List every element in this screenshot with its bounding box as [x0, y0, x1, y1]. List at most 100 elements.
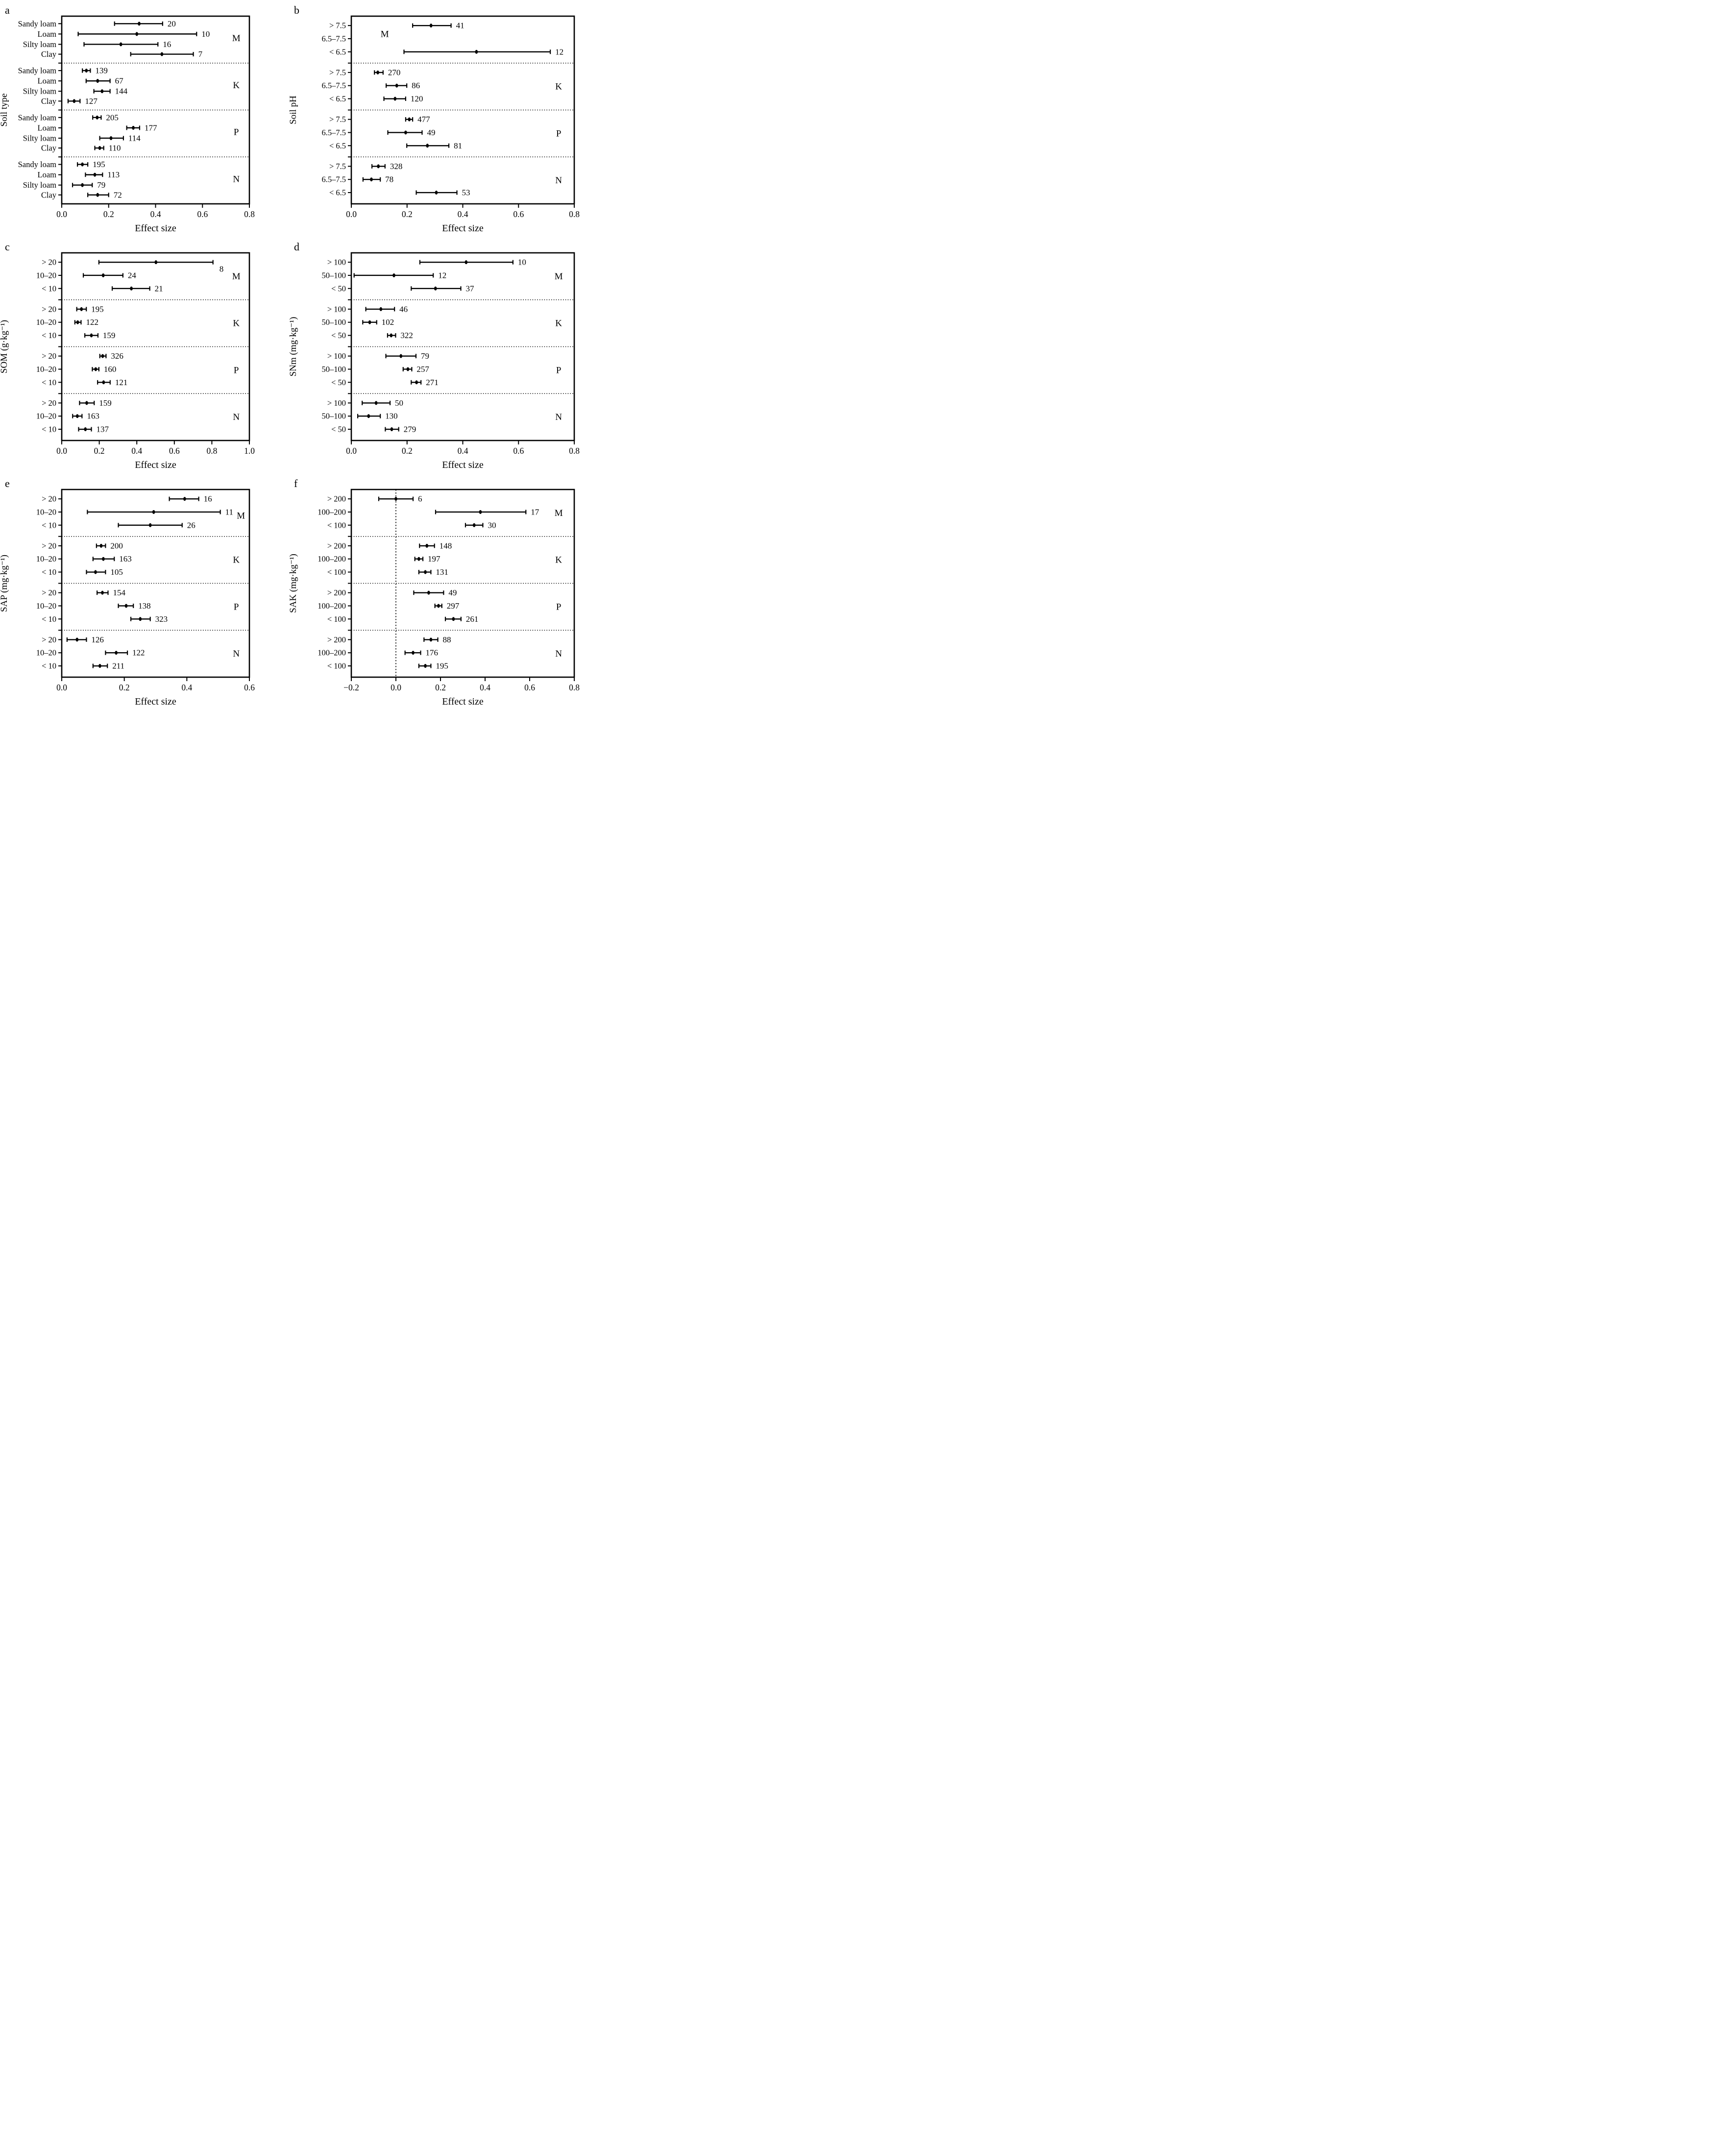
point-estimate: [390, 427, 393, 432]
sample-size-label: 53: [462, 188, 470, 197]
group-label: K: [233, 80, 240, 91]
row-label: 6.5–7.5: [322, 175, 346, 184]
sample-size-label: 257: [416, 365, 429, 374]
group-label: N: [233, 649, 240, 659]
point-estimate: [75, 414, 79, 418]
sample-size-label: 195: [93, 160, 105, 169]
sample-size-label: 200: [110, 541, 123, 550]
sample-size-label: 10: [518, 258, 526, 267]
sample-size-label: 86: [412, 81, 420, 90]
point-estimate: [132, 125, 135, 130]
y-axis-title: Soil type: [0, 93, 9, 126]
plot-frame: [61, 489, 250, 678]
row-label: 10–20: [36, 601, 56, 611]
x-tick-label: 0.6: [244, 683, 255, 692]
point-estimate: [412, 651, 415, 655]
group-label: N: [233, 174, 240, 184]
row-label: > 100: [327, 304, 346, 314]
point-estimate: [472, 523, 476, 527]
row-label: < 10: [42, 567, 56, 577]
point-estimate: [102, 380, 105, 385]
point-estimate: [96, 115, 99, 120]
point-estimate: [415, 380, 418, 385]
sample-size-label: 16: [204, 494, 212, 504]
sample-size-label: 326: [111, 351, 123, 361]
x-tick-label: 0.4: [480, 683, 490, 692]
row-label: 100–200: [318, 648, 346, 658]
sample-size-label: 477: [417, 115, 430, 124]
row-label: > 20: [42, 541, 56, 550]
row-label: 50–100: [322, 365, 346, 374]
sample-size-label: 160: [104, 365, 117, 374]
point-estimate: [98, 664, 101, 668]
point-estimate: [394, 497, 397, 501]
point-estimate: [98, 146, 101, 150]
row-label: > 200: [327, 588, 346, 597]
x-tick-label: 0.6: [197, 209, 208, 219]
row-label: > 7.5: [329, 162, 346, 171]
row-label: Loam: [38, 170, 57, 179]
point-estimate: [85, 401, 88, 405]
point-estimate: [94, 570, 97, 574]
row-label: < 100: [327, 567, 346, 577]
panel-letter: a: [5, 4, 10, 16]
point-estimate: [75, 637, 79, 642]
point-estimate: [81, 162, 84, 167]
row-label: < 6.5: [329, 47, 346, 56]
sample-size-label: 139: [95, 66, 108, 75]
point-estimate: [392, 273, 395, 277]
row-label: < 100: [327, 520, 346, 530]
point-estimate: [90, 333, 93, 338]
x-tick-label: 0.4: [131, 446, 142, 456]
row-label: 50–100: [322, 270, 346, 280]
x-tick-label: 0.8: [206, 446, 217, 456]
x-tick-label: 0.0: [56, 683, 67, 692]
sample-size-label: 30: [488, 520, 496, 530]
row-label: > 7.5: [329, 68, 346, 77]
sample-size-label: 205: [106, 113, 119, 122]
row-label: < 100: [327, 661, 346, 671]
sample-size-label: 12: [438, 270, 446, 280]
row-label: 10–20: [36, 270, 56, 280]
row-label: < 10: [42, 331, 56, 340]
row-label: < 10: [42, 284, 56, 293]
point-estimate: [434, 286, 437, 291]
row-label: > 100: [327, 258, 346, 267]
x-tick-label: 0.0: [346, 209, 357, 219]
group-label: M: [232, 271, 241, 282]
point-estimate: [96, 79, 99, 83]
sample-size-label: 138: [138, 601, 151, 611]
panel-cell-f: f SAK (mg·kg⁻¹) −0.2 0.0 0.2 0.4 0.6 0.8 Effect …: [288, 473, 580, 710]
point-estimate: [73, 99, 76, 103]
row-label: Clay: [41, 190, 57, 199]
panel-d: d SNm (mg·kg⁻¹) 0.0 0.2 0.4 0.6 0.8 Effect size…: [288, 241, 580, 470]
sample-size-label: 120: [411, 94, 423, 103]
row-label: < 50: [331, 331, 346, 340]
sample-size-label: 88: [443, 635, 451, 644]
point-estimate: [429, 637, 433, 642]
row-label: 100–200: [318, 601, 346, 611]
sample-size-label: 105: [110, 567, 123, 577]
panel-letter: f: [294, 477, 298, 489]
panel-cell-c: c SOM (g·kg⁻¹) 0.0 0.2 0.4 0.6 0.8 1.0 Effect si…: [0, 237, 289, 473]
group-label: K: [555, 82, 562, 92]
point-estimate: [102, 557, 105, 561]
panel-e: e SAP (mg·kg⁻¹) 0.0 0.2 0.4 0.6 Effect size M > …: [0, 477, 255, 707]
point-estimate: [130, 286, 133, 291]
panel-c: c SOM (g·kg⁻¹) 0.0 0.2 0.4 0.6 0.8 1.0 Effect si…: [0, 241, 255, 470]
group-label: P: [234, 127, 239, 138]
sample-size-label: 26: [187, 520, 196, 530]
point-estimate: [115, 651, 118, 655]
point-estimate: [101, 590, 104, 595]
row-label: > 100: [327, 351, 346, 361]
point-estimate: [367, 414, 370, 418]
row-label: 10–20: [36, 365, 56, 374]
row-label: < 10: [42, 378, 56, 387]
row-label: > 20: [42, 635, 56, 644]
row-label: > 20: [42, 258, 56, 267]
point-estimate: [424, 570, 427, 574]
point-estimate: [370, 177, 373, 182]
x-tick-label: 0.6: [169, 446, 180, 456]
x-tick-label: 0.2: [402, 446, 413, 456]
row-label: Silty loam: [23, 180, 56, 190]
